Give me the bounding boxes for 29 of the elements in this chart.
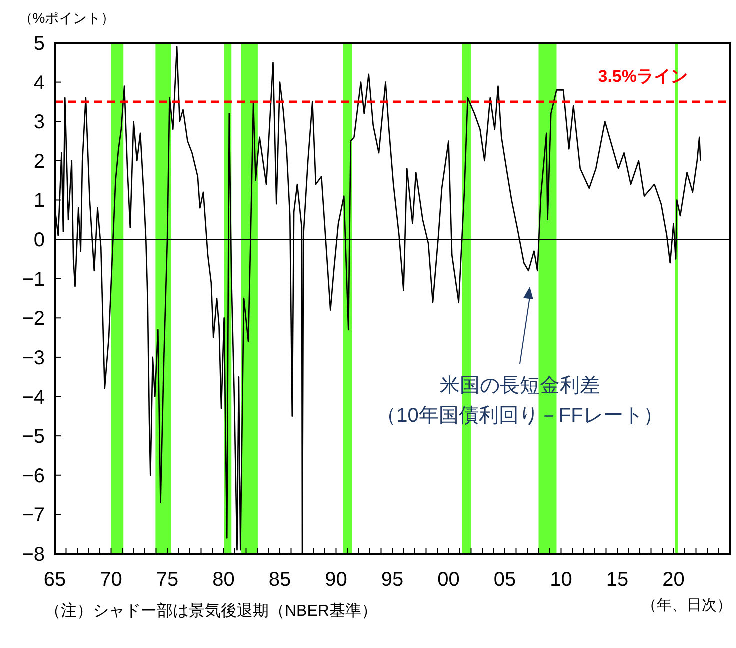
- x-tick-label: 00: [438, 569, 460, 591]
- y-tick-label: 0: [34, 230, 45, 252]
- x-axis-title: （年、日次）: [642, 597, 732, 614]
- x-tick-label: 80: [212, 569, 235, 591]
- y-tick-label: −2: [22, 308, 45, 330]
- y-tick-label: −4: [22, 386, 45, 409]
- y-axis-title: （%ポイント）: [18, 10, 116, 26]
- y-tick-label: 3: [34, 112, 45, 134]
- x-tick-label: 75: [156, 569, 179, 591]
- x-tick-label: 85: [268, 569, 292, 591]
- x-tick-label: 05: [494, 569, 516, 591]
- y-tick-label: −5: [22, 426, 45, 448]
- y-tick-label: −6: [22, 465, 45, 488]
- x-tick-label: 70: [100, 569, 122, 591]
- y-tick-label: 1: [34, 190, 45, 212]
- y-tick-label: 5: [34, 33, 45, 55]
- y-tick-label: −1: [22, 268, 45, 291]
- x-tick-label: 90: [325, 569, 348, 591]
- text: （注）シャドー部は景気後退期（NBER基準）: [45, 602, 378, 620]
- x-tick-label: 15: [606, 569, 629, 591]
- x-tick-label: 10: [550, 569, 572, 591]
- x-tick-label: 95: [381, 569, 404, 591]
- y-tick-label: −7: [22, 504, 45, 527]
- x-tick-label: 20: [662, 569, 685, 591]
- y-tick-label: 4: [34, 72, 45, 94]
- y-tick-label: 2: [34, 150, 45, 173]
- y-tick-label: −8: [22, 544, 45, 566]
- y-tick-label: −3: [22, 347, 45, 370]
- x-tick-label: 65: [44, 569, 66, 591]
